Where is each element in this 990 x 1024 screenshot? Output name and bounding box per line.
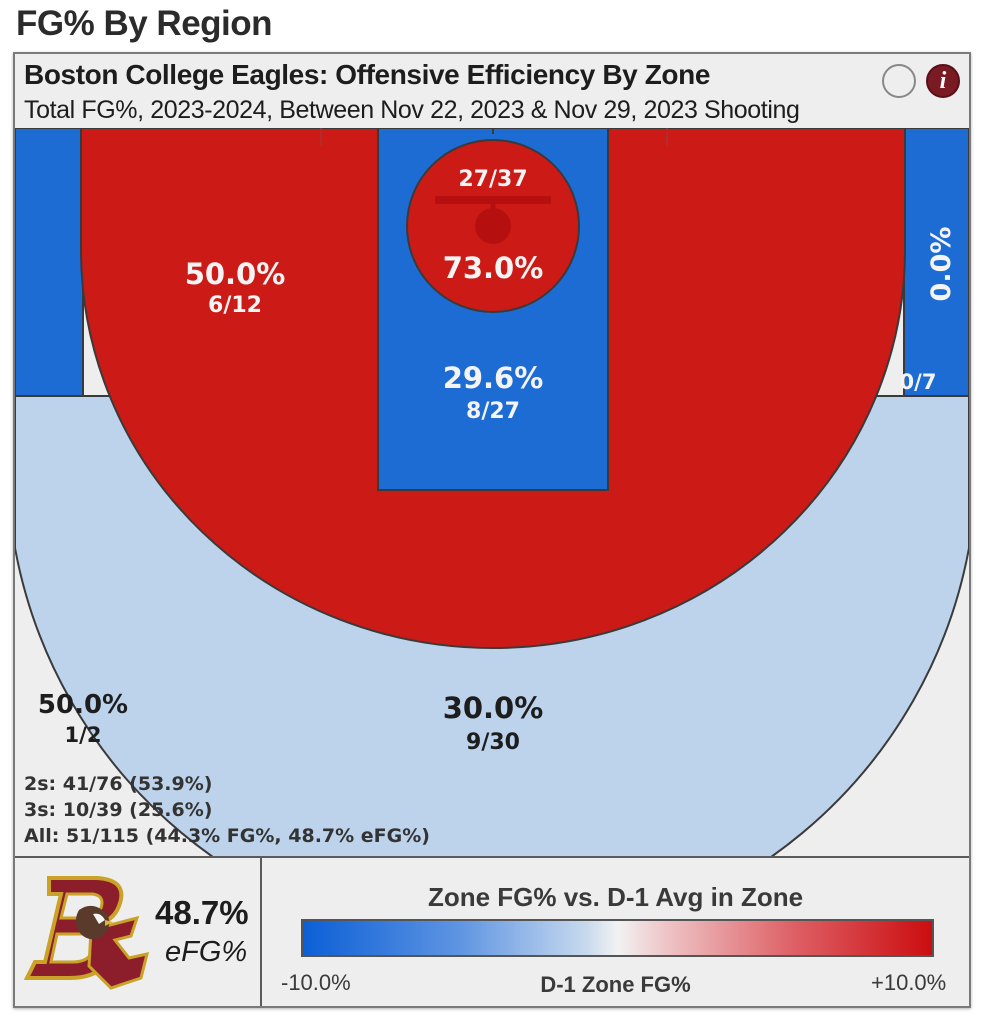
summary-threes: 3s: 10/39 (25.6%)	[24, 799, 212, 821]
summary-footer: 48.7% eFG% Zone FG% vs. D-1 Avg in Zone …	[15, 856, 969, 1006]
backboard	[435, 196, 551, 204]
midrange-pct: 50.0%	[185, 257, 286, 291]
right-corner-pct: 0.0%	[926, 227, 957, 302]
legend-axis-label: D-1 Zone FG%	[540, 972, 691, 997]
restricted-made-attempts: 27/37	[458, 167, 527, 192]
zone-left-corner	[15, 128, 84, 397]
restricted-pct: 73.0%	[443, 251, 544, 285]
legend-max-label: +10.0%	[871, 970, 947, 995]
left-deep-pct: 50.0%	[38, 690, 128, 720]
above-break-made-attempts: 9/30	[466, 730, 520, 755]
page-heading: FG% By Region	[16, 4, 273, 43]
card-subtitle: Total FG%, 2023-2024, Between Nov 22, 20…	[24, 96, 800, 124]
efg-label: eFG%	[165, 936, 248, 968]
paint-made-attempts: 8/27	[466, 399, 520, 424]
right-corner-made-attempts: 0/7	[900, 370, 937, 394]
summary-all: All: 51/115 (44.3% FG%, 48.7% eFG%)	[24, 825, 430, 847]
paint-pct: 29.6%	[443, 361, 544, 395]
toggle-button[interactable]	[882, 64, 916, 98]
legend-title: Zone FG% vs. D-1 Avg in Zone	[427, 882, 804, 912]
rim	[475, 208, 511, 244]
summary-twos: 2s: 41/76 (53.9%)	[24, 773, 212, 795]
legend-min-label: -10.0%	[281, 970, 351, 995]
legend-color-scale	[301, 919, 934, 957]
info-icon[interactable]: i	[926, 64, 960, 98]
footer-divider	[260, 858, 262, 1006]
bc-logo	[23, 876, 150, 990]
shot-chart-card: Boston College Eagles: Offensive Efficie…	[13, 52, 971, 1008]
above-break-pct: 30.0%	[443, 691, 544, 725]
midrange-made-attempts: 6/12	[208, 293, 262, 318]
left-deep-made-attempts: 1/2	[65, 723, 102, 747]
court-heatmap: 27/37 73.0% 29.6% 8/27 50.0% 6/12 0.0% 0…	[15, 128, 969, 856]
efg-value: 48.7%	[155, 894, 249, 931]
card-title: Boston College Eagles: Offensive Efficie…	[24, 59, 710, 90]
